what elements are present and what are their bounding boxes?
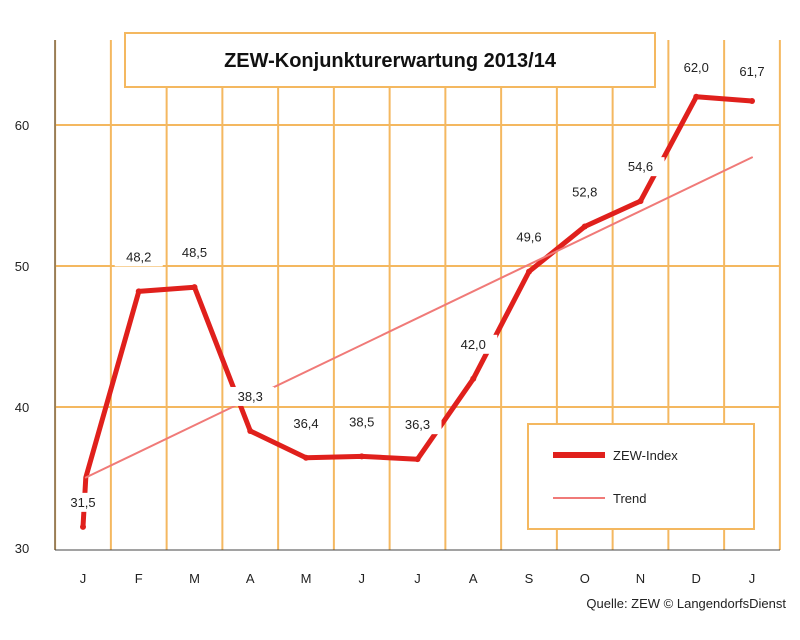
data-label: 61,7 [739,64,764,79]
data-label: 54,6 [628,159,653,174]
data-label: 36,3 [405,417,430,432]
data-label: 38,5 [349,414,374,429]
data-label-bg [505,227,553,247]
data-label: 36,4 [293,416,318,431]
data-label: 38,3 [238,389,263,404]
data-label: 62,0 [684,60,709,75]
data-label-bg [114,247,163,267]
x-tick-label: N [636,571,645,586]
data-point [135,288,142,295]
y-tick-label: 40 [15,400,29,415]
x-tick-label: D [692,571,701,586]
data-point [581,223,588,230]
data-point [526,268,532,275]
legend-box [527,423,755,530]
source-note: Quelle: ZEW © LangendorfsDienst [586,596,786,611]
data-point [749,98,755,105]
x-tick-label: O [580,571,590,586]
data-label-bg [393,415,442,435]
data-label-bg [59,492,107,512]
data-point [358,453,365,460]
x-tick-label: A [246,571,255,586]
data-label-bg [728,62,776,82]
x-tick-label: J [749,571,756,586]
legend-label-trend: Trend [613,491,646,506]
data-point [693,93,700,100]
chart-title: ZEW-Konjunkturerwartung 2013/14 [224,50,557,72]
x-tick-label: J [414,571,421,586]
data-label-bg [672,57,721,77]
y-tick-label: 50 [15,259,29,274]
data-label: 42,0 [461,337,486,352]
legend: ZEW-Index Trend [527,423,755,530]
data-label-bg [616,157,665,177]
series [80,93,755,530]
data-label: 49,6 [516,230,541,245]
data-point [303,454,309,461]
data-point [191,284,198,291]
data-label-bg [337,412,386,432]
data-label-bg [449,334,498,354]
x-tick-label: A [469,571,478,586]
x-tick-label: M [189,571,200,586]
chart-title-box: ZEW-Konjunkturerwartung 2013/14 [124,32,656,88]
data-point [637,198,644,205]
data-point [470,375,477,382]
zew-index-line [80,94,755,530]
data-label-bg [226,386,275,406]
x-tick-label: S [525,571,534,586]
trend-line [84,156,753,479]
data-label: 31,5 [70,495,95,510]
x-tick-label: M [301,571,312,586]
data-label-bg [282,413,330,433]
data-point [247,427,254,434]
data-label-bg [560,182,609,202]
y-tick-label: 60 [15,118,29,133]
data-label: 48,5 [182,245,207,260]
x-tick-label: J [359,571,366,586]
data-label: 52,8 [572,185,597,200]
data-label-bg [170,243,219,263]
data-point [414,456,421,463]
legend-label-zew-index: ZEW-Index [613,448,678,463]
y-tick-label: 30 [15,541,29,556]
data-point [80,523,86,530]
data-labels: 31,5 48,2 48,5 38,3 36,4 38,5 36,3 42,0 49,6 52,8… [59,57,776,512]
x-tick-label: J [80,571,87,586]
data-label: 48,2 [126,249,151,264]
x-tick-label: F [135,571,143,586]
axes: 30 40 50 60 J F M A M J J A S O N D J [15,40,780,586]
